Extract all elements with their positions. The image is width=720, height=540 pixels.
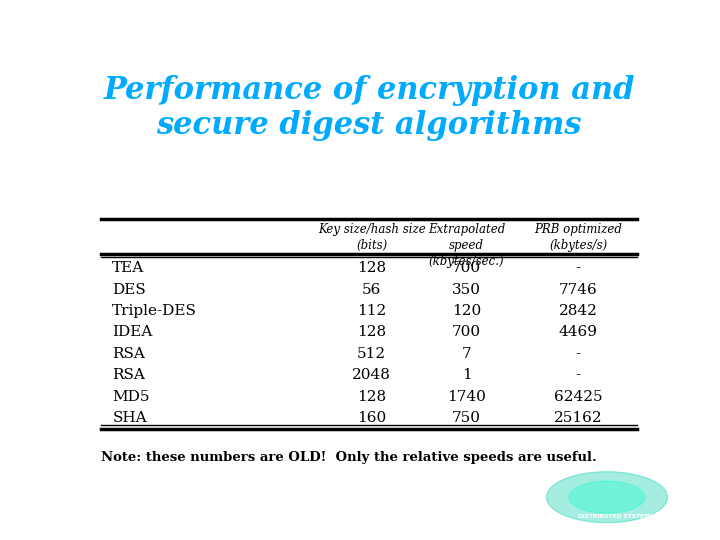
Text: 700: 700 xyxy=(452,326,481,340)
Text: 120: 120 xyxy=(452,304,481,318)
Text: 512: 512 xyxy=(357,347,387,361)
Text: -: - xyxy=(576,347,581,361)
Text: -: - xyxy=(576,368,581,382)
Text: 4469: 4469 xyxy=(559,326,598,340)
Text: 160: 160 xyxy=(357,411,387,425)
Text: PRB optimized
(kbytes/s): PRB optimized (kbytes/s) xyxy=(534,223,622,252)
Text: DISTRIBUTED SYSTEMS: DISTRIBUTED SYSTEMS xyxy=(577,515,654,519)
Text: 7: 7 xyxy=(462,347,472,361)
Text: 128: 128 xyxy=(357,326,387,340)
Text: CONCEPTS AND DESIGN: CONCEPTS AND DESIGN xyxy=(584,523,647,528)
Text: -: - xyxy=(576,261,581,275)
Circle shape xyxy=(546,472,667,523)
Text: RSA: RSA xyxy=(112,368,145,382)
Text: MD5: MD5 xyxy=(112,389,150,403)
Text: 62425: 62425 xyxy=(554,389,603,403)
Text: Note: these numbers are OLD!  Only the relative speeds are useful.: Note: these numbers are OLD! Only the re… xyxy=(101,451,597,464)
Text: 2842: 2842 xyxy=(559,304,598,318)
Text: 700: 700 xyxy=(452,261,481,275)
Text: 1: 1 xyxy=(462,368,472,382)
Text: RSA: RSA xyxy=(112,347,145,361)
Text: 112: 112 xyxy=(357,304,387,318)
Text: Performance of encryption and
secure digest algorithms: Performance of encryption and secure dig… xyxy=(103,75,635,141)
Text: IDEA: IDEA xyxy=(112,326,153,340)
Text: DES: DES xyxy=(112,283,146,297)
Text: 1740: 1740 xyxy=(447,389,486,403)
Text: 128: 128 xyxy=(357,261,387,275)
Text: 56: 56 xyxy=(362,283,382,297)
Text: TEA: TEA xyxy=(112,261,145,275)
Text: 350: 350 xyxy=(452,283,481,297)
Text: 750: 750 xyxy=(452,411,481,425)
Text: Extrapolated
speed
(kbytes/sec.): Extrapolated speed (kbytes/sec.) xyxy=(428,223,505,268)
Text: Key size/hash size
(bits): Key size/hash size (bits) xyxy=(318,223,426,252)
Circle shape xyxy=(569,481,645,513)
Text: SHA: SHA xyxy=(112,411,147,425)
Text: Triple-DES: Triple-DES xyxy=(112,304,197,318)
Text: 2048: 2048 xyxy=(352,368,391,382)
Text: 128: 128 xyxy=(357,389,387,403)
Text: 7746: 7746 xyxy=(559,283,598,297)
Text: 25162: 25162 xyxy=(554,411,603,425)
